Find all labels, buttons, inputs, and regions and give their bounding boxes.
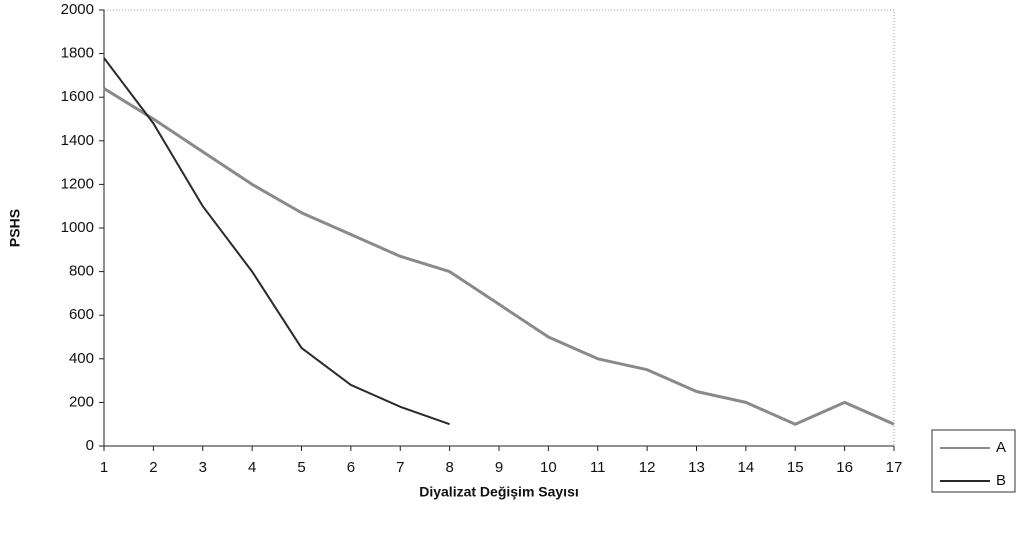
legend-label: B [996,472,1006,489]
series-line [103,57,450,426]
series-line [103,87,895,426]
x-tick-label: 6 [347,459,355,476]
x-tick-label: 16 [836,459,853,476]
y-tick-label: 600 [69,306,94,323]
y-tick-label: 1400 [61,132,94,149]
x-tick-label: 2 [149,459,157,476]
y-axis-label: PSHS [7,209,23,247]
x-tick-label: 3 [199,459,207,476]
y-tick-label: 1200 [61,175,94,192]
y-tick-label: 400 [69,350,94,367]
x-tick-label: 4 [248,459,256,476]
x-tick-label: 12 [639,459,656,476]
x-tick-label: 17 [886,459,903,476]
x-tick-label: 5 [297,459,305,476]
legend-label: A [996,439,1006,456]
x-tick-label: 11 [590,459,606,476]
y-tick-label: 0 [86,437,94,454]
x-tick-label: 13 [688,459,705,476]
y-tick-label: 800 [69,263,94,280]
x-tick-label: 14 [738,459,755,476]
legend-box [931,429,1016,493]
x-tick-label: 9 [495,459,503,476]
y-tick-label: 1000 [61,219,94,236]
y-tick-label: 1600 [61,88,94,105]
x-tick-label: 8 [445,459,453,476]
x-tick-label: 7 [396,459,404,476]
x-axis-label: Diyalizat Değişim Sayısı [419,484,579,500]
plot-border [104,9,895,446]
y-tick-label: 2000 [61,1,94,18]
x-tick-label: 15 [787,459,804,476]
x-tick-label: 10 [540,459,557,476]
y-tick-label: 200 [69,393,94,410]
y-tick-label: 1800 [61,45,94,62]
x-tick-label: 1 [100,459,108,476]
